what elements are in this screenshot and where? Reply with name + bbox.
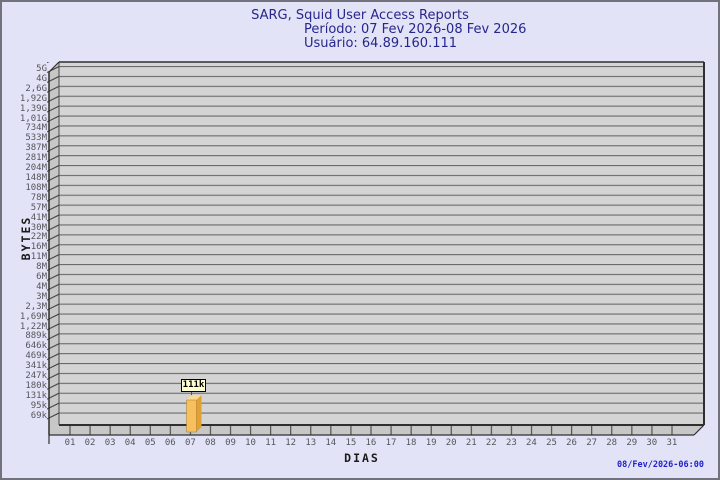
y-tick-label: 4M bbox=[36, 281, 47, 292]
x-tick-label: 08 bbox=[205, 438, 216, 448]
y-tick-label: 8M bbox=[36, 262, 47, 273]
x-tick-label: 12 bbox=[285, 438, 297, 448]
x-tick-label: 13 bbox=[305, 438, 317, 448]
y-tick-label: 204M bbox=[25, 163, 47, 174]
y-tick-marks bbox=[47, 62, 59, 421]
y-tick-label: 148M bbox=[25, 172, 47, 183]
x-tick-label: 09 bbox=[225, 438, 236, 448]
y-tick-label: 469k bbox=[25, 351, 47, 362]
x-tick-label: 06 bbox=[164, 438, 176, 448]
y-axis-title: BYTES bbox=[19, 215, 33, 261]
top-slant-edge bbox=[48, 61, 60, 73]
chart-period: Período: 07 Fev 2026-08 Fev 2026 bbox=[304, 22, 527, 37]
y-tick-label: 1,22M bbox=[19, 321, 47, 332]
x-tick-label: 17 bbox=[385, 438, 397, 448]
y-tick-label: 108M bbox=[25, 182, 47, 193]
y-tick-label: 131k bbox=[25, 390, 47, 401]
x-tick-label: 31 bbox=[666, 438, 678, 448]
x-tick-label: 04 bbox=[124, 438, 136, 448]
x-tick-label: 28 bbox=[606, 438, 618, 448]
x-tick-label: 18 bbox=[405, 438, 417, 448]
chart-title: SARG, Squid User Access Reports bbox=[251, 8, 469, 23]
x-tick-label: 01 bbox=[64, 438, 76, 448]
y-tick-label: 3M bbox=[36, 291, 47, 302]
x-tick-label: 24 bbox=[526, 438, 537, 448]
x-tick-label: 16 bbox=[365, 438, 377, 448]
x-tick-label: 05 bbox=[144, 438, 156, 448]
y-tick-label: 95k bbox=[30, 400, 47, 411]
y-tick-label: 247k bbox=[25, 371, 47, 382]
y-tick-label: 2,3M bbox=[25, 301, 47, 312]
bar-side-face bbox=[196, 395, 202, 432]
y-tick-label: 1,39G bbox=[19, 103, 47, 114]
bar-value-label: 111k bbox=[181, 379, 206, 392]
x-tick-label: 29 bbox=[626, 438, 638, 448]
x-tick-label: 15 bbox=[345, 438, 357, 448]
x-tick-label: 20 bbox=[445, 438, 457, 448]
y-tick-label: 734M bbox=[25, 123, 47, 134]
x-tick-label: 26 bbox=[566, 438, 577, 448]
y-tick-label: 57M bbox=[30, 202, 47, 213]
y-tick-label: 1,92G bbox=[19, 93, 47, 104]
y-tick-label: 387M bbox=[25, 143, 47, 154]
chart-user: Usuário: 64.89.160.111 bbox=[304, 36, 458, 51]
x-tick-label: 27 bbox=[586, 438, 598, 448]
x-tick-label: 10 bbox=[245, 438, 256, 448]
y-axis-labels: 5G 4G 2,6G 1,92G 1,39G 1,01G 734M 533M 387M 281M 2… bbox=[2, 64, 47, 422]
y-tick-label: 16M bbox=[30, 242, 47, 253]
x-tick-label: 22 bbox=[485, 438, 497, 448]
plot-gridlines bbox=[59, 62, 704, 417]
x-tick-label: 30 bbox=[646, 438, 658, 448]
bar-front-face bbox=[186, 399, 197, 433]
y-tick-label: 22M bbox=[30, 232, 47, 243]
y-tick-label: 4G bbox=[36, 73, 47, 84]
x-tick-label: 11 bbox=[265, 438, 277, 448]
x-tick-label: 21 bbox=[465, 438, 477, 448]
x-tick-label: 25 bbox=[546, 438, 557, 448]
x-tick-label: 19 bbox=[425, 438, 437, 448]
x-tick-label: 03 bbox=[104, 438, 116, 448]
y-tick-label: 341k bbox=[25, 361, 47, 372]
y-tick-label: 6M bbox=[36, 272, 47, 283]
x-tick-label: 14 bbox=[325, 438, 337, 448]
y-tick-label: 5G bbox=[36, 64, 47, 74]
floor-right-slant-edge bbox=[693, 424, 705, 436]
x-axis-title: DIAS bbox=[344, 451, 380, 465]
x-tick-label: 07 bbox=[184, 438, 196, 448]
x-tick-marks bbox=[60, 425, 684, 436]
y-tick-label: 78M bbox=[30, 192, 47, 203]
y-tick-label: 11M bbox=[30, 252, 47, 263]
y-tick-label: 1,01G bbox=[19, 113, 47, 124]
x-tick-label: 02 bbox=[84, 438, 96, 448]
report-timestamp: 08/Fev/2026-06:00 bbox=[617, 460, 704, 470]
y-tick-label: 533M bbox=[25, 133, 47, 144]
y-tick-label: 180k bbox=[25, 381, 47, 391]
y-tick-label: 281M bbox=[25, 153, 47, 164]
y-tick-label: 30M bbox=[30, 222, 47, 233]
y-tick-label: 41M bbox=[30, 212, 47, 223]
y-tick-label: 646k bbox=[25, 341, 47, 352]
y-tick-label: 889k bbox=[25, 331, 47, 342]
y-tick-label: 2,6G bbox=[25, 83, 47, 94]
x-tick-label: 23 bbox=[505, 438, 517, 448]
x-axis-labels: 01 02 03 04 05 06 07 08 09 10 11 12 13 14 15 16 17 18 19 20… bbox=[60, 438, 682, 450]
y-tick-label: 69k bbox=[30, 410, 47, 421]
y-tick-label: 1,69M bbox=[19, 311, 47, 322]
